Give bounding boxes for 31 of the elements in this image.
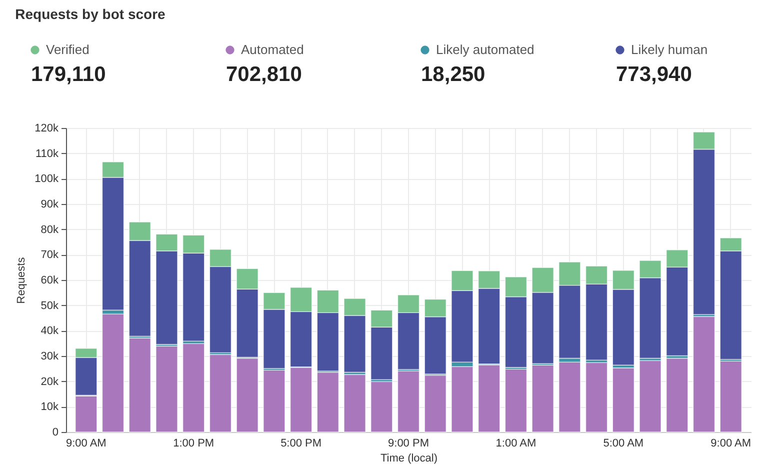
chart-title: Requests by bot score: [15, 6, 166, 22]
legend-label: Automated: [241, 42, 304, 57]
text: 18,250: [421, 63, 486, 86]
y-tick-label: 0: [52, 426, 58, 438]
x-tick-label: 1:00 PM: [173, 438, 214, 450]
y-axis-title: Requests: [16, 256, 28, 304]
y-tick-label: 30k: [40, 350, 59, 362]
x-tick-label: 5:00 AM: [603, 438, 644, 450]
text: 773,940: [616, 63, 692, 86]
x-axis-title: Time (local): [380, 452, 438, 464]
legend-label: Verified: [46, 42, 90, 57]
x-tick-label: 1:00 AM: [496, 438, 536, 450]
y-tick-label: 90k: [40, 198, 59, 210]
y-tick-label: 100k: [34, 173, 59, 186]
x-tick-label: 9:00 AM: [710, 438, 752, 450]
y-tick-label: 40k: [40, 325, 59, 338]
x-tick-label: 9:00 PM: [388, 438, 429, 450]
y-tick-label: 80k: [40, 224, 59, 236]
x-tick-label: 5:00 PM: [280, 438, 322, 450]
legend-label: Likely human: [631, 42, 708, 57]
y-tick-label: 20k: [40, 376, 59, 388]
y-tick-label: 120k: [34, 122, 59, 134]
y-tick-label: 50k: [40, 300, 59, 312]
y-tick-label: 110k: [35, 148, 59, 160]
x-tick-label: 9:00 AM: [66, 438, 106, 450]
y-tick-label: 70k: [40, 249, 59, 262]
y-tick-label: 10k: [40, 401, 59, 414]
y-tick-label: 60k: [40, 274, 59, 286]
legend-label: Likely automated: [436, 42, 534, 57]
text: 702,810: [226, 63, 302, 86]
text: 179,110: [31, 63, 106, 86]
